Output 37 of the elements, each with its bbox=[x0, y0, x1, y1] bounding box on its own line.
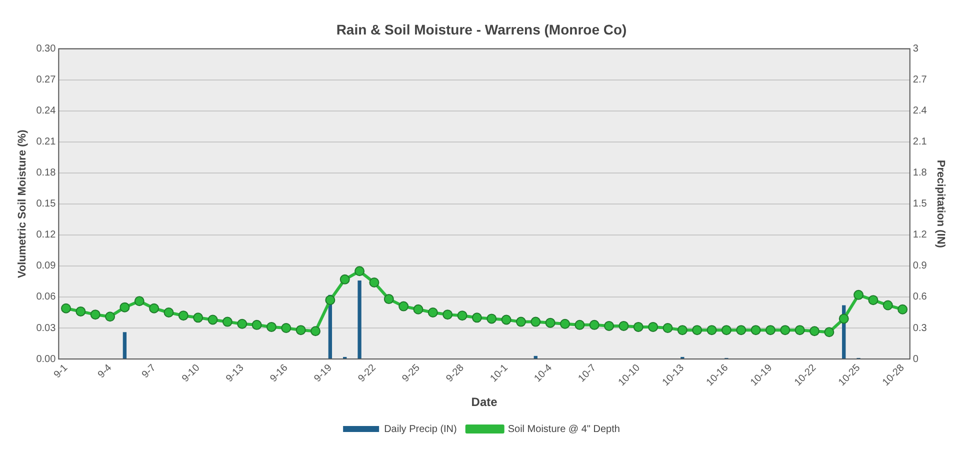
y2-tick-label: 2.7 bbox=[912, 74, 928, 86]
y-tick-label: 0.03 bbox=[36, 322, 56, 334]
y2-tick-label: 1.5 bbox=[912, 198, 928, 210]
x-tick-label: 9-22 bbox=[356, 362, 379, 384]
y2-tick-label: 0.3 bbox=[912, 322, 928, 334]
y-tick-label: 0.00 bbox=[36, 354, 56, 365]
y2-tick-label: 2.4 bbox=[912, 106, 928, 117]
y-tick-label: 0.15 bbox=[36, 198, 56, 210]
y-tick-label: 0.12 bbox=[36, 230, 56, 241]
x-tick-label: 9-10 bbox=[180, 362, 202, 384]
legend-label: Daily Precip (IN) bbox=[384, 424, 457, 435]
y-tick-label: 0.09 bbox=[36, 260, 56, 272]
y-tick-label: 0.21 bbox=[36, 136, 56, 148]
y2-tick-label: 0.6 bbox=[912, 292, 928, 303]
chart-title: Rain & Soil Moisture - Warrens (Monroe Co) bbox=[336, 21, 627, 38]
y-tick-label: 0.27 bbox=[36, 74, 56, 86]
y2-tick-label: 0 bbox=[912, 354, 919, 365]
legend-label: Soil Moisture @ 4" Depth bbox=[508, 424, 620, 435]
y-tick-label: 0.06 bbox=[36, 292, 56, 303]
y2-tick-label: 2.1 bbox=[912, 136, 928, 148]
y-tick-label: 0.18 bbox=[36, 168, 56, 179]
x-tick-label: 10-1 bbox=[488, 362, 511, 384]
y2-tick-label: 3 bbox=[912, 44, 919, 55]
x-axis-title: Date bbox=[471, 395, 498, 410]
x-tick-label: 9-7 bbox=[140, 362, 158, 381]
y2-tick-label: 0.9 bbox=[912, 260, 928, 272]
x-tick-label: 9-19 bbox=[312, 362, 335, 384]
x-tick-label: 9-28 bbox=[444, 362, 467, 384]
y-axis-title: Volumetric Soil Moisture (%) bbox=[16, 129, 29, 278]
x-tick-label: 9-4 bbox=[96, 362, 114, 381]
x-tick-label: 9-1 bbox=[52, 362, 70, 381]
y-tick-label: 0.30 bbox=[36, 44, 56, 55]
x-tick-label: 9-13 bbox=[224, 362, 246, 384]
y-tick-label: 0.24 bbox=[36, 106, 56, 117]
y2-tick-label: 1.2 bbox=[912, 230, 928, 241]
y2-tick-label: 1.8 bbox=[912, 168, 928, 179]
y2-axis-title: Precipitation (IN) bbox=[934, 160, 946, 248]
